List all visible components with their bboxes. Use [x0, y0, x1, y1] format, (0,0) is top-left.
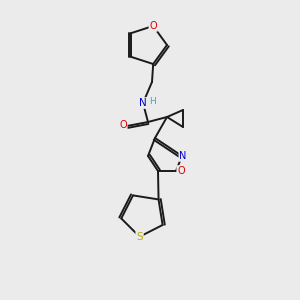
- Text: O: O: [177, 166, 185, 176]
- Text: N: N: [179, 151, 187, 161]
- Text: O: O: [119, 120, 127, 130]
- Text: S: S: [136, 232, 143, 242]
- Text: O: O: [149, 21, 157, 31]
- Text: H: H: [150, 97, 156, 106]
- Text: N: N: [139, 98, 147, 108]
